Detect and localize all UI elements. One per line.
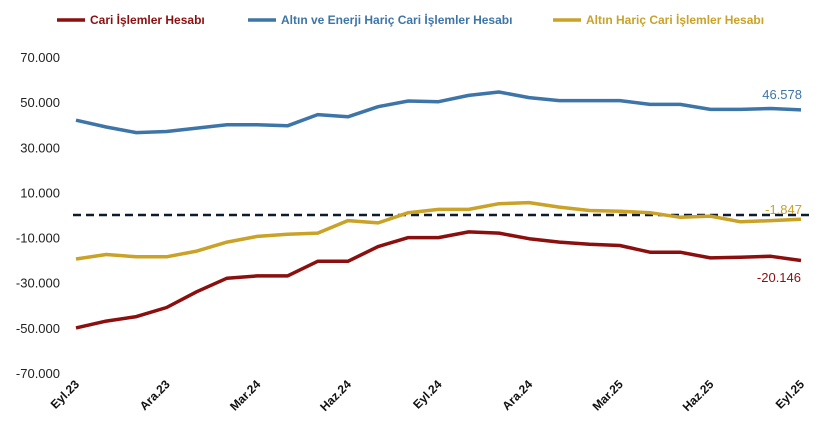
x-tick-label: Ara.24 xyxy=(499,377,535,413)
series-line-1 xyxy=(75,90,802,135)
legend-entry: Altın ve Enerji Hariç Cari İşlemler Hesa… xyxy=(281,12,512,27)
legend: Cari İşlemler Hesabı Altın ve Enerji Hari… xyxy=(57,12,764,27)
end-value-label: -20.146 xyxy=(757,270,801,285)
legend-entry: Altın Hariç Cari İşlemler Hesabı xyxy=(586,12,764,27)
x-tick-label: Eyl.24 xyxy=(410,377,445,412)
y-tick-label: 50.000 xyxy=(20,95,60,110)
x-axis: Eyl.23 Ara.23 Mar.24 Haz.24 Eyl.24 Ara.24 Mar.… xyxy=(48,377,808,414)
x-tick-label: Haz.25 xyxy=(680,377,717,414)
x-tick-label: Ara.23 xyxy=(137,377,173,413)
y-tick-label: -10.000 xyxy=(16,231,60,246)
y-tick-label: -30.000 xyxy=(16,276,60,291)
legend-entry: Cari İşlemler Hesabı xyxy=(90,12,205,27)
series-line-0 xyxy=(75,230,802,330)
y-tick-label: -70.000 xyxy=(16,366,60,381)
y-axis: 70.000 50.000 30.000 10.000 -10.000 -30.000 -5… xyxy=(16,50,60,381)
series-lines xyxy=(75,90,802,330)
y-tick-label: 10.000 xyxy=(20,185,60,200)
y-tick-label: 70.000 xyxy=(20,50,60,65)
y-tick-label: 30.000 xyxy=(20,140,60,155)
end-value-label: -1.847 xyxy=(765,202,802,217)
x-tick-label: Mar.25 xyxy=(590,377,627,414)
x-tick-label: Eyl.25 xyxy=(773,377,808,412)
end-value-label: 46.578 xyxy=(762,87,802,102)
x-tick-label: Eyl.23 xyxy=(48,377,83,412)
y-tick-label: -50.000 xyxy=(16,321,60,336)
x-tick-label: Haz.24 xyxy=(317,377,354,414)
series-line-2 xyxy=(75,200,802,261)
x-tick-label: Mar.24 xyxy=(227,377,264,414)
end-labels: -20.146 46.578 -1.847 xyxy=(757,87,802,285)
